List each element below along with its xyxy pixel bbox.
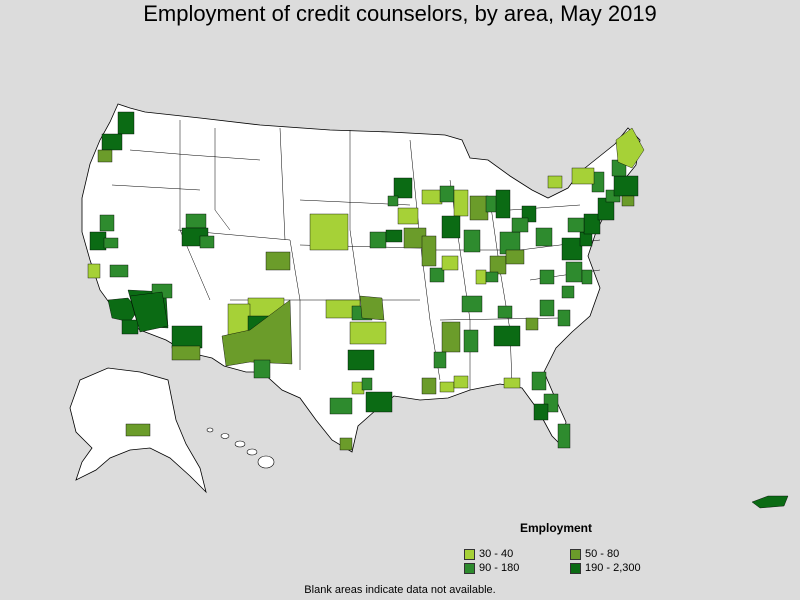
area-nashville — [461, 295, 483, 313]
area-louisville — [475, 269, 487, 285]
area-salinas — [87, 263, 101, 279]
area-salem — [97, 149, 113, 163]
area-tulsa — [359, 295, 385, 321]
area-syracuse — [571, 167, 595, 185]
area-dayton — [505, 249, 525, 265]
area-columbia-sc — [557, 309, 571, 327]
area-buffalo — [547, 175, 563, 189]
area-pittsburgh — [535, 227, 553, 247]
area-tampa — [533, 403, 549, 421]
area-sacramento — [99, 214, 115, 232]
area-richmond — [565, 261, 583, 283]
area-fresno — [103, 237, 119, 249]
area-chicago — [441, 215, 461, 239]
area-roanoke — [539, 269, 555, 285]
area-nebraska — [309, 213, 349, 251]
area-washington — [561, 237, 583, 261]
area-memphis — [441, 321, 461, 353]
area-lincoln — [385, 229, 403, 243]
area-sf-bay — [89, 231, 107, 251]
area-anchorage — [125, 423, 151, 437]
map-title: Employment of credit counselors, by area… — [143, 1, 657, 26]
area-minneapolis — [393, 177, 413, 199]
area-virginia-beach — [581, 269, 593, 285]
area-bakersfield — [109, 264, 129, 278]
area-wisconsin — [439, 185, 455, 203]
area-raleigh — [561, 285, 575, 299]
legend-item-tier3: 90 - 180 — [464, 562, 519, 574]
area-indianapolis — [463, 229, 481, 253]
area-greenville — [525, 317, 539, 331]
area-charlotte — [539, 299, 555, 317]
hawaii-islands — [206, 427, 275, 469]
legend-item-tier2: 50 - 80 — [570, 548, 619, 560]
area-jacksonville — [531, 371, 547, 391]
area-phoenix — [129, 291, 169, 333]
area-okc — [349, 321, 387, 345]
legend-swatch-tier4 — [570, 562, 581, 574]
area-cincinnati — [489, 255, 507, 275]
legend-label-tier2: 50 - 80 — [585, 548, 620, 560]
area-los-angeles — [107, 297, 139, 323]
area-portland — [101, 133, 123, 151]
area-ogden — [185, 213, 207, 229]
area-lexington — [485, 271, 499, 283]
legend-swatch-tier1 — [464, 548, 475, 560]
area-philadelphia — [583, 213, 601, 235]
area-birmingham — [463, 329, 479, 353]
legend-label-tier1: 30 - 40 — [479, 548, 514, 560]
area-milwaukee — [453, 189, 469, 217]
shaded-areas — [87, 111, 789, 509]
area-sierra-vista — [171, 345, 201, 361]
area-maine — [615, 127, 645, 169]
area-boston — [613, 175, 639, 197]
state-borders — [111, 120, 601, 390]
area-harrisburg — [567, 217, 585, 233]
area-peoria — [441, 255, 459, 271]
area-st-cloud — [387, 195, 399, 207]
area-providence — [621, 195, 635, 207]
area-dallas — [347, 349, 375, 371]
area-baton-rouge — [421, 377, 437, 395]
legend: Employment 30 - 40 50 - 80 90 - 180 190 … — [462, 521, 702, 577]
area-grand-rapids — [469, 195, 489, 221]
legend-label-tier4: 190 - 2,300 — [585, 562, 641, 574]
area-akron — [511, 217, 529, 233]
area-des-moines — [397, 207, 419, 225]
area-atlanta — [493, 325, 521, 347]
area-miami — [557, 423, 571, 449]
area-new-orleans — [439, 381, 455, 393]
legend-swatch-tier3 — [464, 562, 475, 574]
area-las-cruces — [253, 359, 271, 379]
area-detroit — [495, 189, 511, 219]
area-albuquerque — [221, 299, 293, 367]
area-seattle — [117, 111, 135, 135]
area-springfield-il — [421, 235, 437, 267]
footnote: Blank areas indicate data not available. — [304, 584, 496, 596]
area-omaha — [369, 231, 387, 249]
legend-swatch-tier2 — [570, 548, 581, 560]
area-tyler — [361, 377, 373, 391]
area-houston — [365, 391, 393, 413]
legend-item-tier1: 30 - 40 — [464, 548, 513, 560]
legend-label-tier3: 90 - 180 — [479, 562, 520, 574]
area-provo — [199, 235, 215, 249]
legend-title: Employment — [520, 521, 593, 535]
area-denver — [265, 251, 291, 271]
area-tucson — [171, 325, 203, 349]
area-corpus — [339, 437, 353, 451]
area-san-antonio — [329, 397, 353, 415]
legend-item-tier4: 190 - 2,300 — [570, 562, 641, 574]
area-knoxville — [497, 305, 513, 319]
area-san-diego — [121, 319, 139, 335]
area-jackson — [433, 351, 447, 369]
area-st-louis — [429, 267, 445, 283]
area-sioux — [421, 189, 443, 205]
area-pensacola — [503, 377, 521, 389]
area-puerto-rico — [751, 495, 789, 509]
area-mobile — [453, 375, 469, 389]
